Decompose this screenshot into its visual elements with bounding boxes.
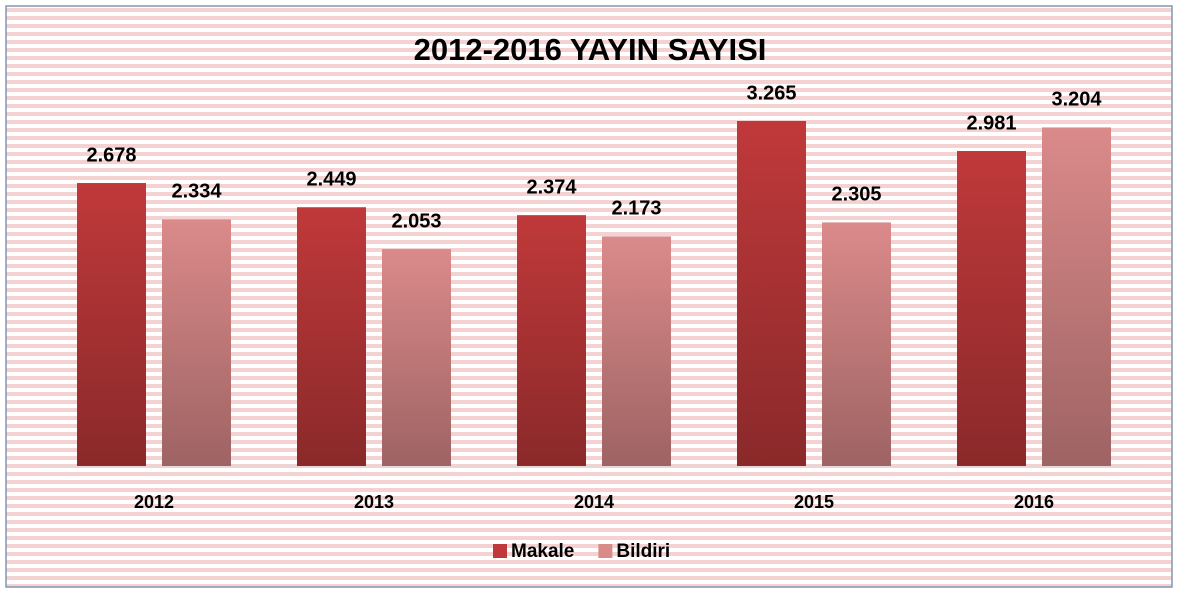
value-label: 2.374 xyxy=(526,176,577,198)
bar xyxy=(77,183,146,466)
bar xyxy=(1042,127,1111,467)
bar xyxy=(517,215,586,466)
legend-swatch xyxy=(493,544,507,558)
legend-label: Bildiri xyxy=(616,541,670,562)
bar xyxy=(737,121,806,466)
x-tick-label: 2013 xyxy=(354,492,394,512)
value-label: 2.173 xyxy=(611,198,661,220)
bar xyxy=(602,236,671,466)
bar xyxy=(822,222,891,466)
value-label: 3.204 xyxy=(1051,89,1102,111)
value-label: 3.265 xyxy=(746,82,796,104)
legend-swatch xyxy=(598,544,613,558)
x-tick-label: 2015 xyxy=(794,492,834,512)
value-label: 2.449 xyxy=(306,169,356,191)
value-label: 2.053 xyxy=(391,210,441,232)
bar xyxy=(162,219,231,466)
x-tick-label: 2014 xyxy=(574,492,614,512)
legend-label: Makale xyxy=(511,541,574,562)
chart-title: 2012-2016 YAYIN SAYISI xyxy=(414,32,767,67)
value-label: 2.981 xyxy=(966,112,1016,134)
bar xyxy=(382,249,451,466)
x-tick-label: 2016 xyxy=(1014,492,1054,512)
x-tick-label: 2012 xyxy=(134,492,174,512)
bar xyxy=(957,151,1026,466)
value-label: 2.334 xyxy=(171,181,222,203)
value-label: 2.678 xyxy=(86,144,136,166)
value-label: 2.305 xyxy=(831,184,881,206)
bar xyxy=(297,207,366,467)
